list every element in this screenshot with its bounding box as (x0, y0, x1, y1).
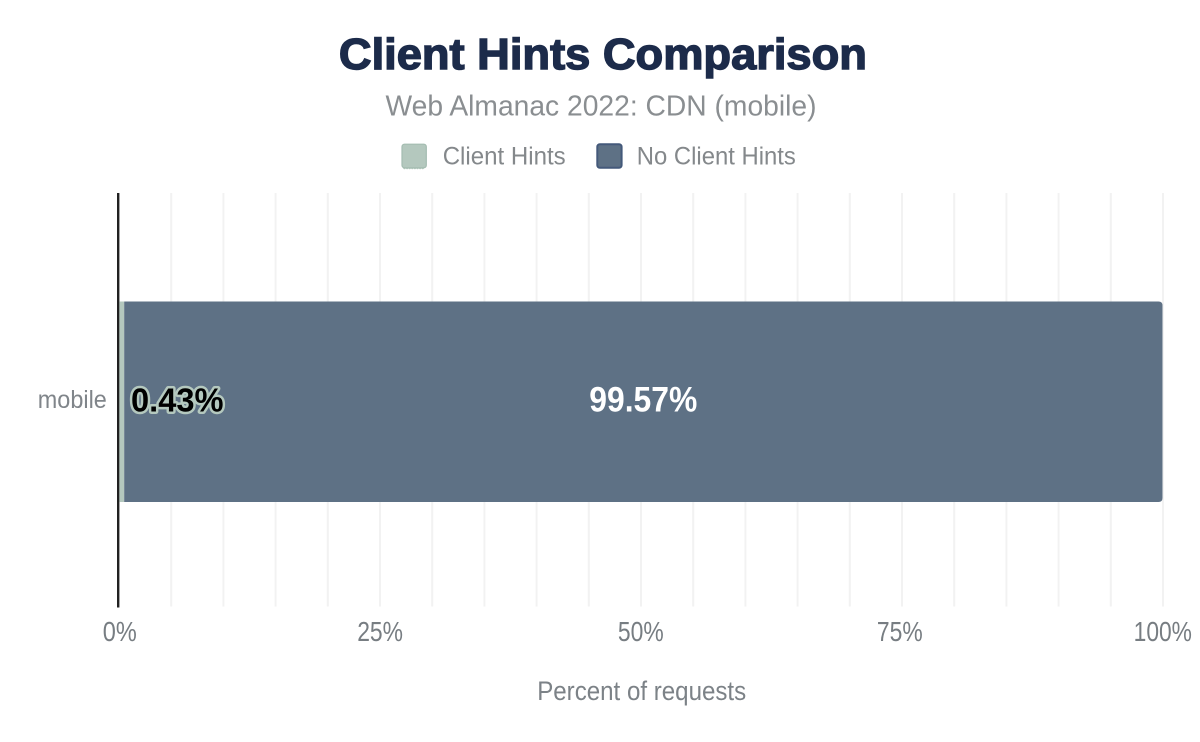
svg-text:75%: 75% (877, 616, 923, 647)
svg-text:0.43%: 0.43% (131, 382, 224, 419)
svg-text:Percent of requests: Percent of requests (537, 676, 746, 706)
svg-text:100%: 100% (1134, 616, 1192, 647)
svg-text:Client Hints Comparison: Client Hints Comparison (339, 31, 867, 79)
svg-text:0%: 0% (103, 616, 137, 647)
svg-text:99.57%: 99.57% (589, 381, 697, 420)
svg-text:50%: 50% (618, 616, 664, 647)
svg-text:Client Hints: Client Hints (443, 142, 566, 170)
svg-text:25%: 25% (357, 616, 403, 647)
svg-text:No Client Hints: No Client Hints (637, 142, 796, 170)
svg-text:mobile: mobile (38, 387, 107, 414)
svg-text:Web Almanac 2022: CDN (mobile): Web Almanac 2022: CDN (mobile) (386, 90, 817, 122)
